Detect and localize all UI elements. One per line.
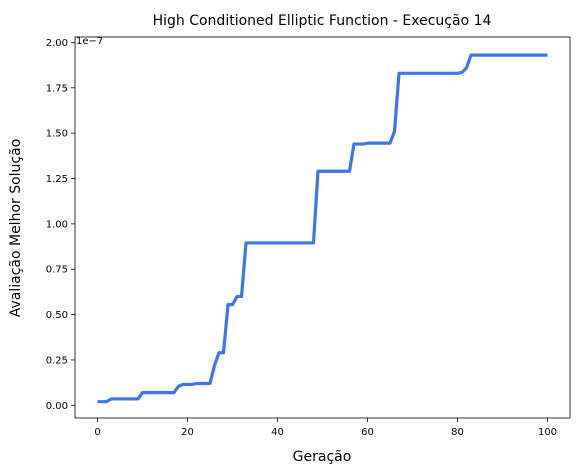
y-tick-label-6: 1.50	[46, 129, 68, 140]
series-line-0	[97, 53, 548, 404]
x-tick-label-0: 0	[94, 427, 100, 438]
y-tick-label-1: 0.25	[46, 355, 68, 366]
y-tick-label-7: 1.75	[46, 83, 68, 94]
x-tick-label-4: 80	[451, 427, 464, 438]
x-tick-label-3: 60	[361, 427, 374, 438]
y-tick-label-8: 2.00	[46, 38, 68, 49]
x-tick-label-2: 40	[271, 427, 284, 438]
x-tick-label-5: 100	[538, 427, 557, 438]
y-tick-label-3: 0.75	[46, 265, 68, 276]
y-axis-label: Avaliação Melhor Solução	[8, 139, 24, 318]
x-axis-label: Geração	[293, 449, 352, 465]
y-tick-label-4: 1.00	[46, 219, 68, 230]
y-tick-label-0: 0.00	[46, 401, 68, 412]
y-tick-label-5: 1.25	[46, 174, 68, 185]
x-tick-label-1: 20	[181, 427, 194, 438]
plot-area: 0 20 40 60 80 100 0.00 0.25 0.50 0.75 1.00 1.25 1.50…	[46, 36, 571, 438]
y-tick-label-2: 0.50	[46, 310, 68, 321]
chart-title: High Conditioned Elliptic Function - Exe…	[153, 13, 492, 29]
plot-frame	[74, 36, 571, 419]
y-offset-label: 1e−7	[76, 36, 103, 47]
